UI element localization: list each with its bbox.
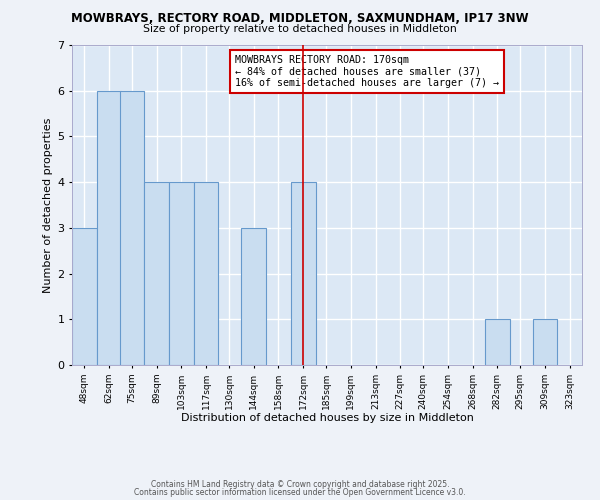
- Bar: [145, 182, 169, 365]
- Text: MOWBRAYS, RECTORY ROAD, MIDDLETON, SAXMUNDHAM, IP17 3NW: MOWBRAYS, RECTORY ROAD, MIDDLETON, SAXMU…: [71, 12, 529, 26]
- Bar: [119, 90, 145, 365]
- Bar: [241, 228, 266, 365]
- Text: Size of property relative to detached houses in Middleton: Size of property relative to detached ho…: [143, 24, 457, 34]
- X-axis label: Distribution of detached houses by size in Middleton: Distribution of detached houses by size …: [181, 413, 473, 423]
- Bar: [291, 182, 316, 365]
- Bar: [194, 182, 218, 365]
- Bar: [485, 320, 509, 365]
- Y-axis label: Number of detached properties: Number of detached properties: [43, 118, 53, 292]
- Bar: [169, 182, 194, 365]
- Text: Contains HM Land Registry data © Crown copyright and database right 2025.: Contains HM Land Registry data © Crown c…: [151, 480, 449, 489]
- Bar: [97, 90, 121, 365]
- Bar: [72, 228, 97, 365]
- Bar: [533, 320, 557, 365]
- Text: MOWBRAYS RECTORY ROAD: 170sqm
← 84% of detached houses are smaller (37)
16% of s: MOWBRAYS RECTORY ROAD: 170sqm ← 84% of d…: [235, 54, 499, 88]
- Text: Contains public sector information licensed under the Open Government Licence v3: Contains public sector information licen…: [134, 488, 466, 497]
